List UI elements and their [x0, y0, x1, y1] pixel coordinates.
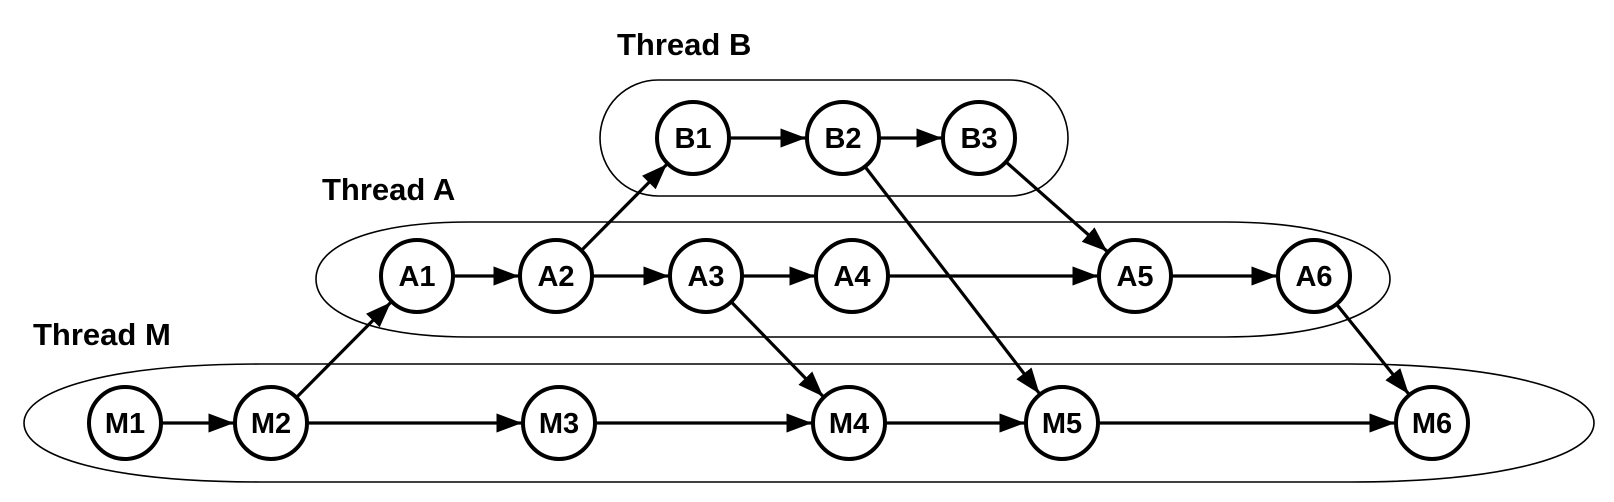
node-b3: B3 [941, 100, 1017, 176]
node-circle [1276, 238, 1352, 314]
node-label: M2 [251, 408, 291, 440]
thread-label-b: Thread B [617, 27, 751, 62]
thread-m-boundary [23, 363, 1595, 483]
node-a1: A1 [379, 238, 455, 314]
node-label: B3 [960, 123, 997, 155]
node-a4: A4 [814, 238, 890, 314]
node-m6: M6 [1394, 385, 1470, 461]
edge-m2-to-a1 [295, 301, 393, 399]
node-m4: M4 [811, 385, 887, 461]
nodes-layer: B1 B2 B3 A1 A2 A3 A4 A5 A6 M1 M2 M3 M4 M5 M6 [87, 100, 1470, 461]
edge-a3-to-m4 [729, 300, 825, 398]
node-m3: M3 [521, 385, 597, 461]
node-a2: A2 [518, 238, 594, 314]
node-circle [811, 385, 887, 461]
node-a6: A6 [1276, 238, 1352, 314]
thread-b-boundary [599, 79, 1069, 197]
node-circle [1024, 385, 1100, 461]
edge-b2-to-m5 [863, 165, 1041, 395]
node-b1: B1 [655, 100, 731, 176]
node-label: A4 [833, 261, 870, 293]
node-a5: A5 [1097, 238, 1173, 314]
node-circle [1394, 385, 1470, 461]
thread-a-boundary [315, 221, 1391, 338]
edge-b3-to-a5 [1004, 160, 1109, 253]
threads-layer: Thread B Thread A Thread M [23, 27, 1595, 483]
node-a3: A3 [668, 238, 744, 314]
node-label: A2 [537, 261, 574, 293]
node-label: M3 [539, 408, 579, 440]
node-label: M6 [1412, 408, 1452, 440]
node-circle [521, 385, 597, 461]
edge-a2-to-b1 [580, 163, 669, 252]
node-b2: B2 [805, 100, 881, 176]
node-label: A5 [1116, 261, 1153, 293]
node-label: M4 [829, 408, 869, 440]
node-circle [814, 238, 890, 314]
node-circle [518, 238, 594, 314]
node-label: M5 [1042, 408, 1082, 440]
node-m2: M2 [233, 385, 309, 461]
node-label: B1 [674, 123, 711, 155]
node-label: M1 [105, 408, 145, 440]
node-m5: M5 [1024, 385, 1100, 461]
edge-a6-to-m6 [1335, 303, 1411, 396]
node-label: A3 [687, 261, 724, 293]
node-circle [655, 100, 731, 176]
thread-label-a: Thread A [322, 172, 455, 207]
node-circle [379, 238, 455, 314]
node-circle [805, 100, 881, 176]
node-circle [668, 238, 744, 314]
edges-layer [161, 128, 1411, 433]
node-label: A6 [1295, 261, 1332, 293]
node-circle [87, 385, 163, 461]
node-m1: M1 [87, 385, 163, 461]
node-label: B2 [824, 123, 861, 155]
node-circle [233, 385, 309, 461]
node-circle [1097, 238, 1173, 314]
node-label: A1 [398, 261, 435, 293]
node-circle [941, 100, 1017, 176]
thread-label-m: Thread M [33, 317, 171, 352]
